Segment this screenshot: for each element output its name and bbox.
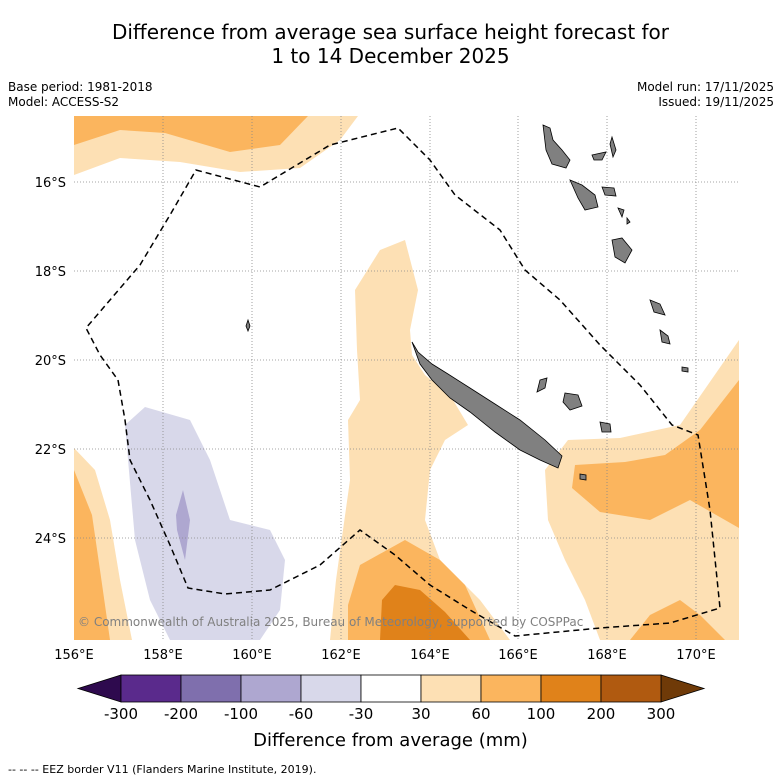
- lon-label-170e: 170°E: [676, 648, 716, 663]
- colorbar-under-triangle: [76, 674, 122, 703]
- colorbar-cell: [240, 674, 302, 703]
- title-line-2: 1 to 14 December 2025: [271, 44, 510, 68]
- colorbar-title: Difference from average (mm): [253, 730, 528, 751]
- anomaly-region-neg-60-100: [176, 490, 190, 560]
- lon-label-168e: 168°E: [587, 648, 627, 663]
- anomaly-region-60-100-north: [74, 116, 308, 152]
- colorbar-cells: [120, 674, 662, 703]
- lon-label-156e: 156°E: [54, 648, 94, 663]
- colorbar-cell: [600, 674, 662, 703]
- eez-legend-note: -- -- -- EEZ border V11 (Flanders Marine…: [8, 763, 317, 776]
- vanuatu-ambae: [591, 151, 607, 161]
- colorbar-tick-label: -60: [289, 705, 314, 723]
- colorbar-cell: [180, 674, 242, 703]
- loyalty-island-mare: [599, 421, 612, 433]
- colorbar-cell: [420, 674, 482, 703]
- lat-label-20s: 20°S: [35, 354, 66, 369]
- colorbar-tick-label: -300: [104, 705, 138, 723]
- colorbar-tick-label: 300: [647, 705, 676, 723]
- vanuatu-ambrym: [601, 186, 617, 197]
- lat-label-16s: 16°S: [35, 176, 66, 191]
- colorbar-tick-label: 60: [471, 705, 490, 723]
- isle-of-pines: [579, 473, 587, 481]
- map-area: © Commonwealth of Australia 2025, Bureau…: [74, 116, 739, 640]
- title-line-1: Difference from average sea surface heig…: [111, 20, 670, 44]
- copyright-notice: © Commonwealth of Australia 2025, Bureau…: [78, 615, 583, 629]
- new-caledonia-island: [411, 341, 563, 469]
- lon-label-164e: 164°E: [410, 648, 450, 663]
- colorbar: -300 -200 -100 -60 -30 30 60 100 200 300: [76, 674, 706, 723]
- small-islet-2: [626, 216, 631, 225]
- lat-label-18s: 18°S: [35, 265, 66, 280]
- loyalty-island-lifou: [562, 392, 583, 411]
- lat-label-24s: 24°S: [35, 532, 66, 547]
- anomaly-region-60-100-west: [74, 470, 110, 640]
- metadata-right: Model run: 17/11/2025 Issued: 19/11/2025: [637, 80, 774, 110]
- vanuatu-espiritu-santo: [542, 124, 571, 169]
- vanuatu-efate: [611, 237, 633, 264]
- vanuatu-pentecost: [609, 135, 617, 159]
- anomaly-region-60-100-east: [572, 380, 739, 528]
- colorbar-tick-label: -30: [349, 705, 374, 723]
- colorbar-tick-label: -200: [164, 705, 198, 723]
- loyalty-island-ouvea: [536, 377, 548, 393]
- base-period: Base period: 1981-2018: [8, 80, 153, 94]
- vanuatu-malekula: [569, 179, 599, 211]
- colorbar-cell: [540, 674, 602, 703]
- colorbar-cell: [360, 674, 422, 703]
- lon-label-162e: 162°E: [321, 648, 361, 663]
- anomaly-region-neg-30-60: [125, 407, 285, 640]
- colorbar-ticks: -300 -200 -100 -60 -30 30 60 100 200 300: [104, 705, 675, 723]
- lon-label-160e: 160°E: [232, 648, 272, 663]
- colorbar-cell: [480, 674, 542, 703]
- land-masses: [245, 124, 689, 481]
- colorbar-tick-label: -100: [224, 705, 258, 723]
- issued-date: Issued: 19/11/2025: [658, 95, 774, 109]
- longitude-labels: 156°E 158°E 160°E 162°E 164°E 166°E 168°…: [54, 648, 716, 663]
- latitude-labels: 16°S 18°S 20°S 22°S 24°S: [35, 176, 66, 547]
- chesterfield-islet: [245, 318, 251, 333]
- metadata-left: Base period: 1981-2018 Model: ACCESS-S2: [8, 80, 153, 110]
- vanuatu-aneityum: [681, 366, 689, 373]
- colorbar-tick-label: 200: [587, 705, 616, 723]
- vanuatu-erromango: [649, 299, 666, 316]
- colorbar-tick-label: 30: [411, 705, 430, 723]
- anomaly-region-100-200-south: [380, 585, 470, 640]
- chart-title: Difference from average sea surface heig…: [0, 20, 781, 68]
- lon-label-166e: 166°E: [498, 648, 538, 663]
- colorbar-tick-label: 100: [527, 705, 556, 723]
- vanuatu-tanna: [659, 329, 671, 345]
- colorbar-cell: [120, 674, 182, 703]
- colorbar-cell: [300, 674, 362, 703]
- small-islet-1: [617, 207, 625, 219]
- eez-border: [85, 127, 721, 637]
- model-run: Model run: 17/11/2025: [636, 80, 774, 94]
- model-name: Model: ACCESS-S2: [8, 95, 120, 109]
- colorbar-over-triangle: [660, 674, 706, 703]
- lat-label-22s: 22°S: [35, 443, 66, 458]
- lon-label-158e: 158°E: [143, 648, 183, 663]
